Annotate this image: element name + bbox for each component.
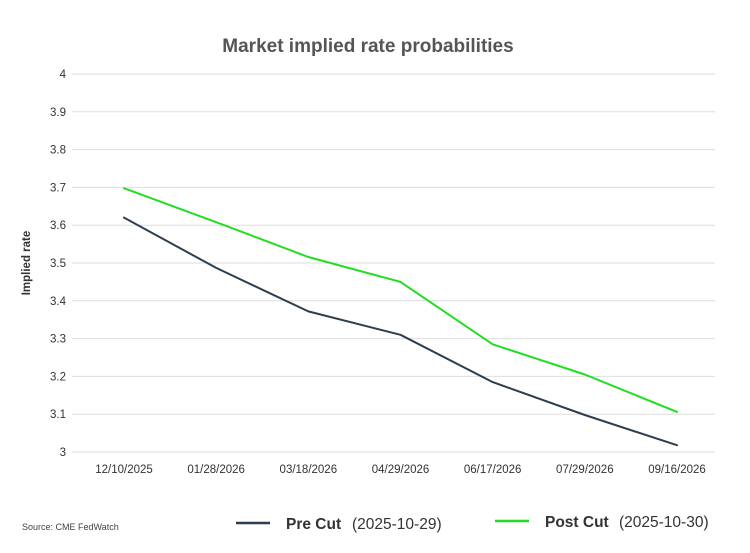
y-tick-label: 3.6 [50, 220, 66, 232]
series-line-pre-cut [123, 216, 678, 447]
y-tick-label: 3.5 [50, 258, 66, 270]
gridlines [72, 73, 715, 453]
x-tick-label: 09/16/2026 [648, 464, 706, 476]
y-tick-label: 3 [60, 447, 66, 459]
y-axis-label: Implied rate [21, 231, 33, 296]
legend-label-post-cut: Post Cut [545, 514, 609, 531]
x-tick-label: 04/29/2026 [372, 464, 430, 476]
source-label: Source: CME FedWatch [22, 522, 119, 532]
legend-item-pre-cut: Pre Cut (2025-10-29) [236, 516, 442, 533]
series-line-post-cut [123, 187, 678, 413]
legend-date-post-cut: (2025-10-30) [619, 514, 709, 531]
legend-label-pre-cut: Pre Cut [286, 516, 341, 533]
y-tick-label: 3.4 [50, 296, 67, 308]
y-tick-label: 3.3 [50, 334, 66, 346]
legend-date-pre-cut: (2025-10-29) [352, 516, 442, 533]
x-tick-label: 07/29/2026 [556, 464, 614, 476]
series-lines [123, 187, 678, 447]
x-tick-label: 03/18/2026 [280, 464, 338, 476]
legend: Pre Cut (2025-10-29) Post Cut (2025-10-3… [236, 514, 709, 533]
y-tick-label: 3.1 [50, 409, 66, 421]
x-tick-label: 01/28/2026 [187, 464, 245, 476]
x-axis-ticks: 12/10/2025 01/28/2026 03/18/2026 04/29/2026… [95, 464, 706, 476]
chart-title: Market implied rate probabilities [222, 36, 513, 57]
y-axis-ticks: 3 3.1 3.2 3.3 3.4 3.5 3.6 3.7 3.8 3.9 4 [50, 69, 67, 459]
x-tick-label: 06/17/2026 [464, 464, 522, 476]
legend-item-post-cut: Post Cut (2025-10-30) [495, 514, 709, 531]
x-tick-label: 12/10/2025 [95, 464, 153, 476]
y-tick-label: 3.7 [50, 182, 66, 194]
y-tick-label: 3.2 [50, 371, 66, 383]
y-tick-label: 4 [60, 69, 67, 81]
y-tick-label: 3.9 [50, 107, 66, 119]
y-tick-label: 3.8 [50, 145, 66, 157]
